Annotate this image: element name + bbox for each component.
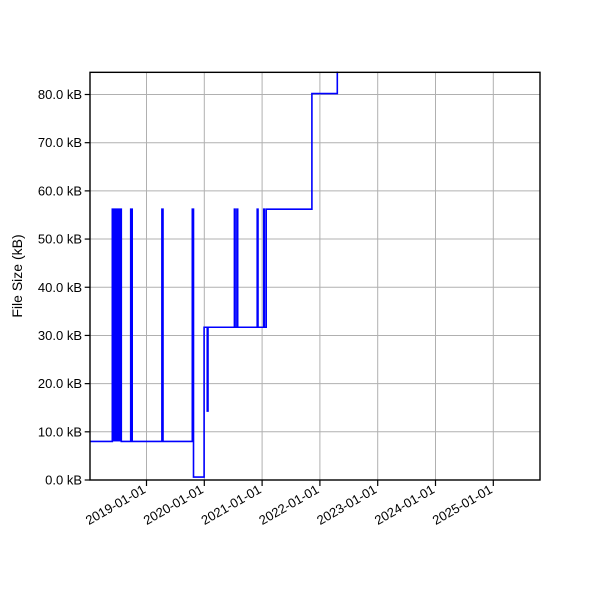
svg-text:0.0 kB: 0.0 kB <box>45 473 82 488</box>
svg-text:40.0 kB: 40.0 kB <box>38 280 82 295</box>
svg-text:20.0 kB: 20.0 kB <box>38 376 82 391</box>
svg-text:2023-01-01: 2023-01-01 <box>314 482 379 528</box>
svg-text:60.0 kB: 60.0 kB <box>38 183 82 198</box>
svg-text:2025-01-01: 2025-01-01 <box>430 482 495 528</box>
svg-text:10.0 kB: 10.0 kB <box>38 424 82 439</box>
svg-text:80.0 kB: 80.0 kB <box>38 87 82 102</box>
svg-text:2020-01-01: 2020-01-01 <box>141 482 206 528</box>
svg-text:2024-01-01: 2024-01-01 <box>372 482 437 528</box>
svg-text:50.0 kB: 50.0 kB <box>38 232 82 247</box>
svg-text:File Size (kB): File Size (kB) <box>9 234 25 317</box>
svg-text:2019-01-01: 2019-01-01 <box>83 482 148 528</box>
svg-text:2022-01-01: 2022-01-01 <box>256 482 321 528</box>
svg-text:2021-01-01: 2021-01-01 <box>199 482 264 528</box>
svg-text:30.0 kB: 30.0 kB <box>38 328 82 343</box>
svg-text:70.0 kB: 70.0 kB <box>38 135 82 150</box>
